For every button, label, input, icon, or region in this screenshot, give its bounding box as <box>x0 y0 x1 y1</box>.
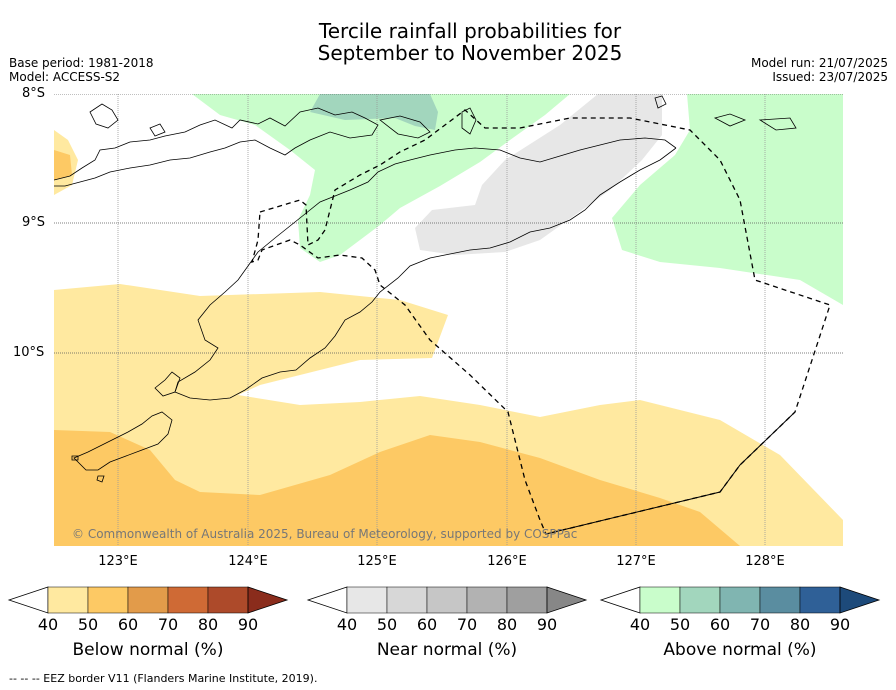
colorbar-1-tick-4: 80 <box>496 615 518 634</box>
colorbar-1-tick-1: 50 <box>376 615 398 634</box>
colorbar-1-segment-2 <box>426 586 468 614</box>
colorbar-0-high-extend <box>247 586 289 614</box>
tanimbar-coast <box>758 117 797 131</box>
colorbar-0-tick-5: 90 <box>237 615 259 634</box>
colorbar-1-segment-3 <box>466 586 508 614</box>
colorbar-0-segment-0 <box>47 586 89 614</box>
colorbar-1-tick-5: 90 <box>536 615 558 634</box>
lat-label-10s: 10°S <box>13 345 45 360</box>
above-normal-east-region <box>612 94 843 305</box>
small-island-4 <box>96 475 105 483</box>
below-normal-40-50-region <box>54 284 843 546</box>
lon-label-127e: 127°E <box>616 554 656 569</box>
colorbar-1-low-extend <box>306 586 348 614</box>
lat-label-9s: 9°S <box>22 215 46 230</box>
lon-label-123e: 123°E <box>98 554 138 569</box>
colorbar-2-tick-2: 60 <box>709 615 731 634</box>
colorbar-0-tick-0: 40 <box>37 615 59 634</box>
colorbar-1-tick-0: 40 <box>336 615 358 634</box>
near-normal-region <box>415 94 662 255</box>
below-normal-left-core <box>54 150 72 180</box>
alor-coast <box>379 115 431 139</box>
colorbar-2-tick-1: 50 <box>669 615 691 634</box>
colorbar-0-tick-2: 60 <box>117 615 139 634</box>
above-normal-50-60-patch <box>310 94 438 130</box>
colorbar-2-segment-0 <box>639 586 681 614</box>
colorbar-below-label: Below normal (%) <box>72 640 224 660</box>
colorbar-near-label: Near normal (%) <box>376 640 518 660</box>
coastlines <box>54 95 797 483</box>
colorbar-1-tick-3: 70 <box>456 615 478 634</box>
map-area: © Commonwealth of Australia 2025, Bureau… <box>54 94 843 546</box>
below-normal-50-60-region <box>54 430 740 546</box>
colorbar-0-tick-3: 70 <box>157 615 179 634</box>
map-title: Tercile rainfall probabilities for Septe… <box>0 20 896 64</box>
wetar-east-coast <box>713 113 747 127</box>
colorbar-0-segment-2 <box>127 586 169 614</box>
colorbar-2-tick-0: 40 <box>629 615 651 634</box>
colorbar-1-tick-2: 60 <box>416 615 438 634</box>
colorbar-2-segment-3 <box>759 586 801 614</box>
colorbar-1-segment-1 <box>386 586 428 614</box>
colorbar-2-tick-5: 90 <box>829 615 851 634</box>
adonara-coast <box>89 103 119 129</box>
flores-coast <box>54 107 379 187</box>
colorbar-2-segment-4 <box>799 586 841 614</box>
meta-right: Model run: 21/07/2025 Issued: 23/07/2025 <box>751 56 888 84</box>
colorbar-1-segment-0 <box>346 586 388 614</box>
base-period: Base period: 1981-2018 <box>9 56 154 70</box>
rote-coast <box>73 411 173 471</box>
colorbar-0-segment-3 <box>167 586 209 614</box>
timor-coast <box>174 137 677 401</box>
colorbar-0-low-extend <box>7 586 49 614</box>
model-run: Model run: 21/07/2025 <box>750 56 888 70</box>
colorbar-2-tick-4: 80 <box>789 615 811 634</box>
colorbar-0-segment-4 <box>207 586 249 614</box>
above-normal-north-region <box>192 94 570 262</box>
meta-left: Base period: 1981-2018 Model: ACCESS-S2 <box>9 56 154 84</box>
lon-label-124e: 124°E <box>228 554 268 569</box>
colorbar-1-high-extend <box>546 586 588 614</box>
semau-coast <box>154 371 181 397</box>
colorbar-0-tick-4: 80 <box>197 615 219 634</box>
colorbar-2-segment-1 <box>679 586 721 614</box>
colorbar-2-low-extend <box>599 586 641 614</box>
title-line-1: Tercile rainfall probabilities for <box>318 19 622 43</box>
graticule <box>54 94 843 546</box>
small-island-3 <box>71 455 79 461</box>
colorbar-2-tick-3: 70 <box>749 615 771 634</box>
colorbar-0-segment-1 <box>87 586 129 614</box>
lon-label-128e: 128°E <box>745 554 785 569</box>
model-name: Model: ACCESS-S2 <box>9 70 121 84</box>
small-island-2 <box>654 95 667 109</box>
eez-solid-segment <box>545 411 796 535</box>
issued-date: Issued: 23/07/2025 <box>772 70 888 84</box>
title-line-2: September to November 2025 <box>317 41 623 65</box>
colorbar-2-high-extend <box>839 586 881 614</box>
lon-label-126e: 126°E <box>487 554 527 569</box>
lon-label-125e: 125°E <box>357 554 397 569</box>
colorbar-0-tick-1: 50 <box>77 615 99 634</box>
colorbar-1-segment-4 <box>506 586 548 614</box>
small-island-1 <box>149 123 166 137</box>
lat-label-8s: 8°S <box>22 86 46 101</box>
colorbar-2-segment-2 <box>719 586 761 614</box>
footer-note: -- -- -- EEZ border V11 (Flanders Marine… <box>9 672 318 685</box>
wetar-coast <box>461 107 477 135</box>
copyright-text: © Commonwealth of Australia 2025, Bureau… <box>72 527 577 541</box>
colorbar-above-label: Above normal (%) <box>663 640 817 660</box>
